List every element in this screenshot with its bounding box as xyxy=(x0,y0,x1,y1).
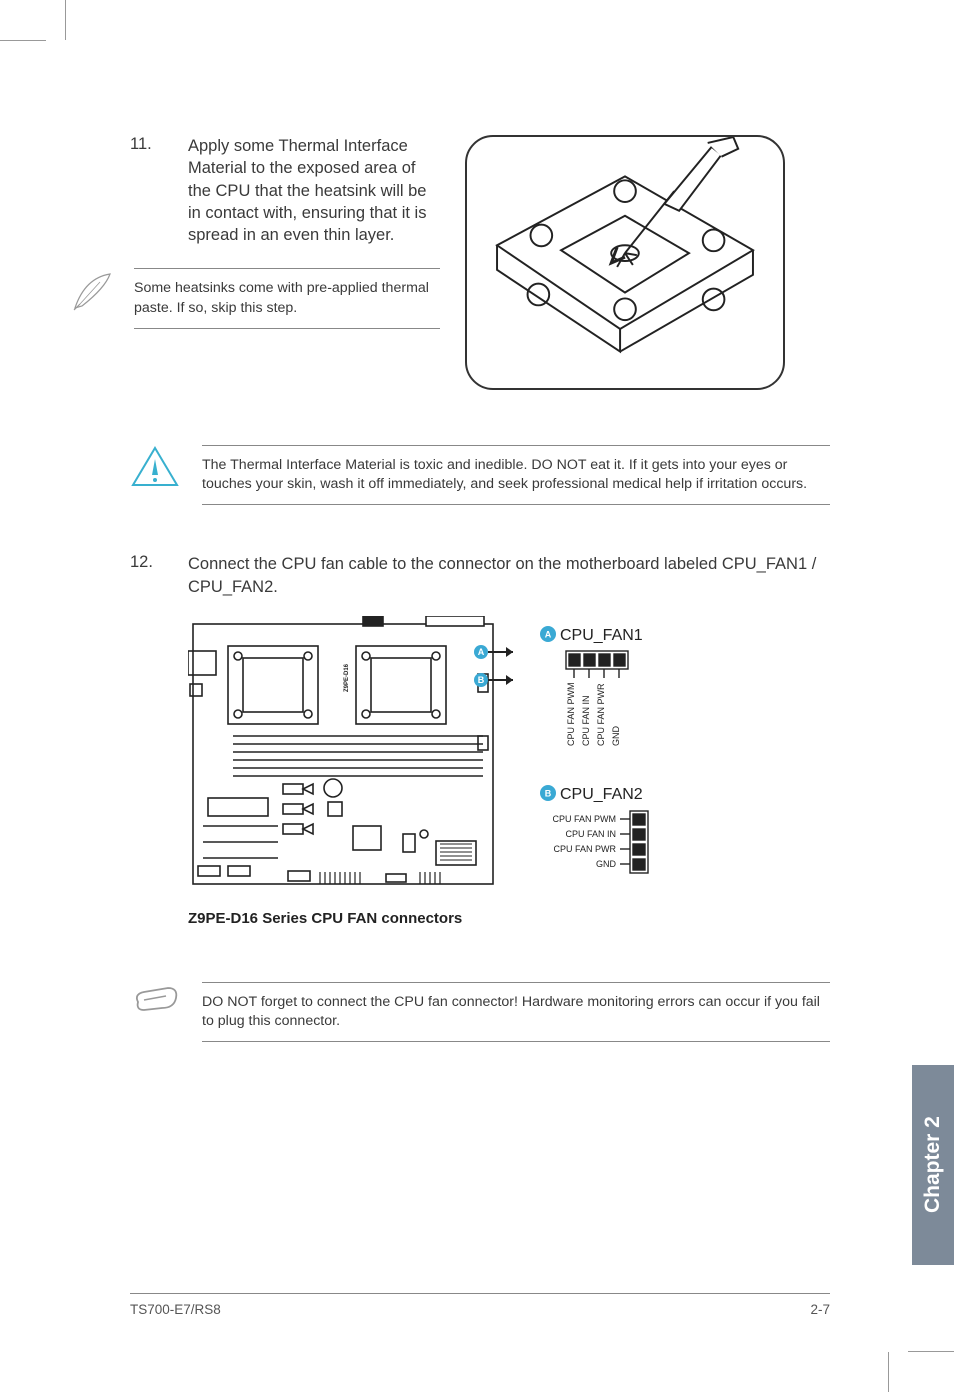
svg-text:Z9PE-D16: Z9PE-D16 xyxy=(344,663,350,692)
svg-text:B: B xyxy=(478,675,485,685)
footer-product: TS700-E7/RS8 xyxy=(130,1302,221,1317)
svg-text:GND: GND xyxy=(611,725,621,746)
svg-text:CPU_FAN2: CPU_FAN2 xyxy=(560,786,643,803)
note-text: Some heatsinks come with pre-applied the… xyxy=(134,268,440,328)
svg-text:CPU FAN PWM: CPU FAN PWM xyxy=(566,682,576,746)
svg-text:CPU FAN PWR: CPU FAN PWR xyxy=(596,683,606,746)
warning-text: The Thermal Interface Material is toxic … xyxy=(202,445,830,505)
tim-application-illustration xyxy=(465,135,785,390)
svg-text:CPU FAN IN: CPU FAN IN xyxy=(565,829,616,839)
chapter-tab: Chapter 2 xyxy=(912,1065,954,1265)
important-text: DO NOT forget to connect the CPU fan con… xyxy=(202,982,830,1042)
footer-page-number: 2-7 xyxy=(810,1302,830,1317)
svg-text:CPU FAN IN: CPU FAN IN xyxy=(581,695,591,746)
diagram-caption: Z9PE-D16 Series CPU FAN connectors xyxy=(188,910,748,927)
step-text: Connect the CPU fan cable to the connect… xyxy=(188,553,830,598)
svg-text:B: B xyxy=(545,788,552,798)
svg-text:A: A xyxy=(545,629,552,639)
feather-icon xyxy=(70,268,116,319)
step-number: 12. xyxy=(130,553,168,598)
svg-text:CPU FAN PWM: CPU FAN PWM xyxy=(552,814,616,824)
svg-text:CPU_FAN1: CPU_FAN1 xyxy=(560,627,643,644)
paperclip-icon xyxy=(130,982,180,1021)
fan-connector-diagram: Z9PE-D16 A B A CPU_FAN1 CPU FAN PWM CPU … xyxy=(188,616,748,927)
svg-text:A: A xyxy=(478,647,485,657)
step-text: Apply some Thermal Interface Material to… xyxy=(188,135,440,246)
svg-text:CPU FAN PWR: CPU FAN PWR xyxy=(553,844,616,854)
warning-triangle-icon xyxy=(130,445,180,494)
step-number: 11. xyxy=(130,135,168,246)
svg-text:GND: GND xyxy=(596,859,617,869)
